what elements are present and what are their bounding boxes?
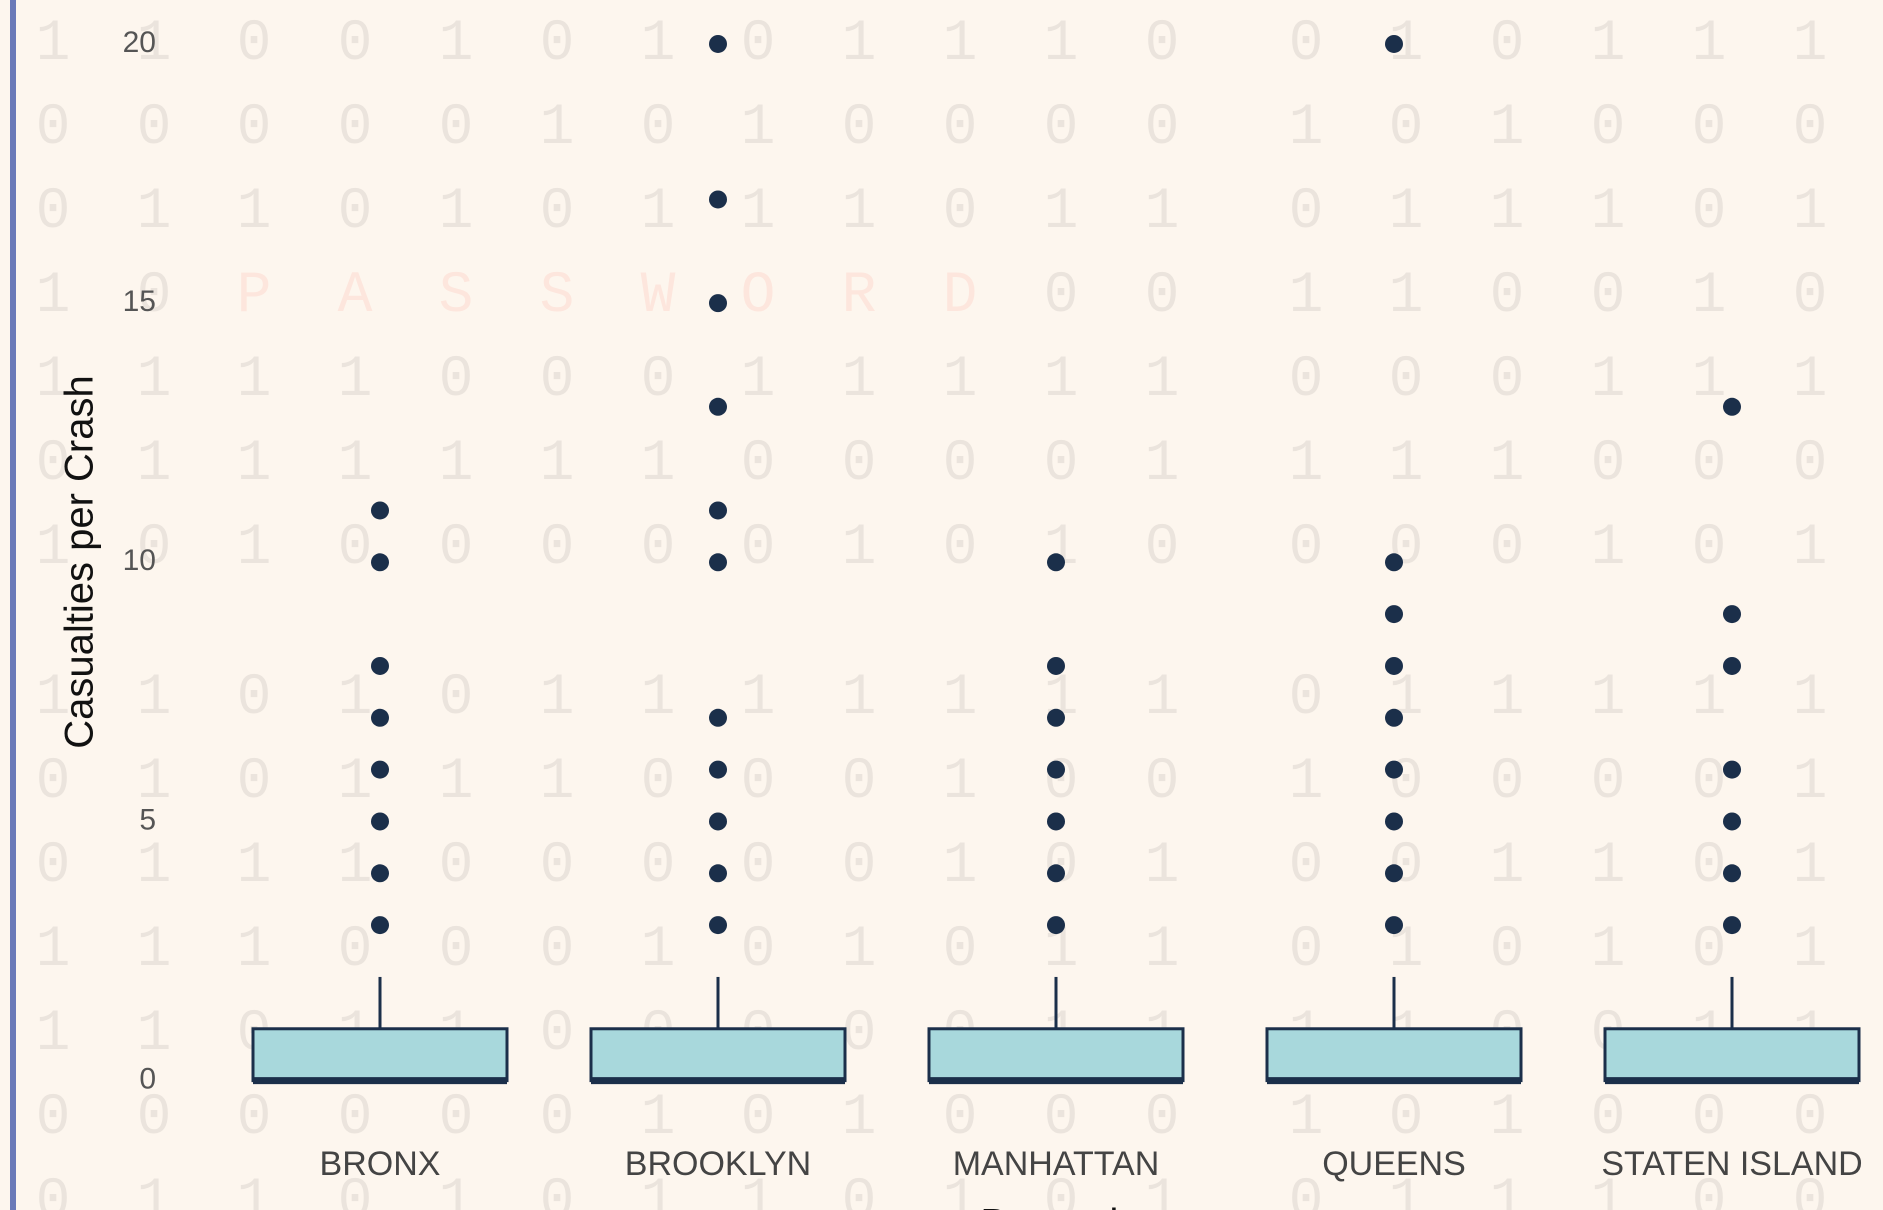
outlier (709, 812, 727, 831)
outlier (371, 864, 389, 883)
y-axis-label: Casualties per Crash (58, 375, 102, 749)
x-tick-label: BROOKLYN (625, 1145, 811, 1183)
outlier (1047, 916, 1065, 935)
outlier (371, 501, 389, 520)
box (589, 1027, 847, 1083)
outlier (709, 916, 727, 935)
box (1265, 1027, 1523, 1083)
x-tick-label: MANHATTAN (953, 1145, 1160, 1183)
outlier (709, 760, 727, 779)
watermark-row: 011100000101001101 (36, 834, 1828, 899)
outlier (1385, 34, 1403, 53)
box (251, 1027, 509, 1083)
outlier (1723, 812, 1741, 831)
outlier (709, 864, 727, 883)
outlier (1723, 916, 1741, 935)
outlier (1723, 397, 1741, 416)
outlier (1385, 812, 1403, 831)
x-tick-label: BRONX (320, 1145, 441, 1183)
outlier (371, 916, 389, 935)
outlier (1385, 708, 1403, 727)
box (927, 1027, 1185, 1083)
x-axis-label: Borough (980, 1202, 1131, 1210)
outlier (1723, 864, 1741, 883)
outlier (1047, 553, 1065, 572)
y-tick-label: 5 (139, 803, 156, 836)
left-border (10, 0, 16, 1210)
outlier (371, 656, 389, 675)
outlier (1385, 864, 1403, 883)
outlier (1723, 760, 1741, 779)
outlier (709, 501, 727, 520)
outlier (1723, 605, 1741, 624)
y-tick-label: 20 (123, 26, 156, 59)
outlier (709, 190, 727, 209)
outlier (1385, 605, 1403, 624)
outlier (1385, 553, 1403, 572)
box (1603, 1027, 1861, 1083)
outlier (709, 34, 727, 53)
outlier (1385, 656, 1403, 675)
outlier (1047, 812, 1065, 831)
outlier (1047, 760, 1065, 779)
watermark: 1 1 0 0 1 0 1 0 1 1 1 0 0 1 0 1 1 10 0 0 0 0 1 0 1 0 0 0 0 1 0 1 0 0 00 1 1 0… (36, 12, 1828, 1210)
outlier (1385, 760, 1403, 779)
outlier (709, 397, 727, 416)
x-tick-label: QUEENS (1322, 1145, 1466, 1183)
y-tick-label: 15 (123, 285, 156, 318)
outlier (709, 294, 727, 313)
outlier (371, 553, 389, 572)
y-tick-label: 0 (139, 1063, 156, 1096)
outlier (1047, 864, 1065, 883)
outlier (1723, 656, 1741, 675)
y-tick-label: 10 (123, 544, 156, 577)
x-tick-label: STATEN ISLAND (1601, 1145, 1862, 1183)
outlier (1047, 708, 1065, 727)
outlier (709, 708, 727, 727)
outlier (1047, 656, 1065, 675)
outlier (1385, 916, 1403, 935)
outlier (371, 760, 389, 779)
outlier (709, 553, 727, 572)
outlier (371, 708, 389, 727)
outlier (371, 812, 389, 831)
